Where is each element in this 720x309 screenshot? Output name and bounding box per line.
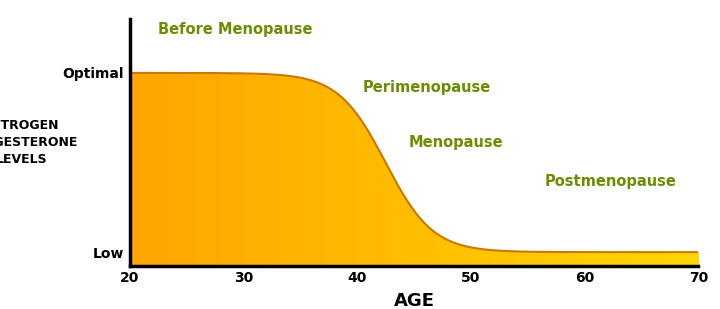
Text: LEVELS: LEVELS: [0, 153, 48, 166]
Text: PROGESTERONE: PROGESTERONE: [0, 136, 78, 149]
Text: Postmenopause: Postmenopause: [545, 174, 677, 189]
Text: Before Menopause: Before Menopause: [158, 22, 312, 37]
Text: Perimenopause: Perimenopause: [363, 80, 491, 95]
Text: ESTROGEN: ESTROGEN: [0, 119, 59, 132]
Text: Menopause: Menopause: [408, 135, 503, 150]
X-axis label: AGE: AGE: [394, 292, 434, 309]
